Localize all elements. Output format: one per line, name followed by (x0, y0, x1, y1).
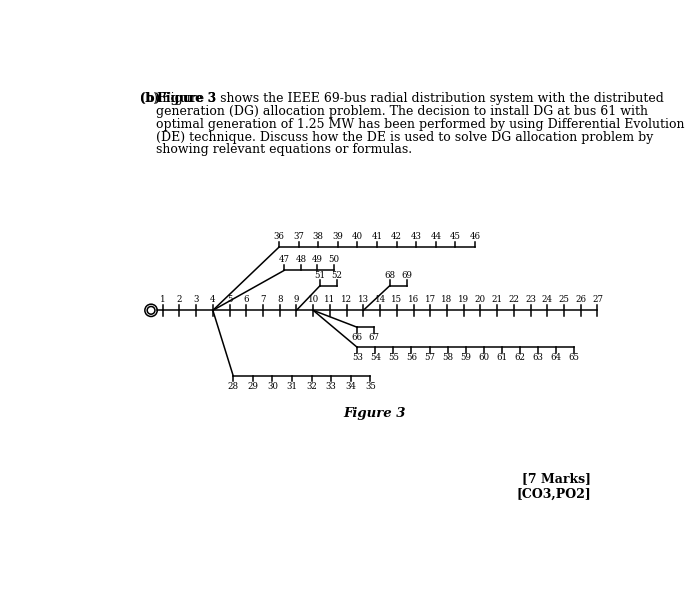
Text: 57: 57 (424, 353, 435, 362)
Text: 54: 54 (370, 353, 381, 362)
Text: 8: 8 (277, 295, 283, 304)
Text: 33: 33 (326, 382, 337, 391)
Text: 26: 26 (575, 295, 586, 304)
Text: 4: 4 (210, 295, 216, 304)
Text: 68: 68 (384, 270, 395, 279)
Text: 48: 48 (295, 255, 307, 264)
Text: 36: 36 (274, 232, 284, 241)
Text: 28: 28 (228, 382, 239, 391)
Text: (b): (b) (140, 93, 165, 106)
Text: 13: 13 (358, 295, 369, 304)
Text: 46: 46 (470, 232, 480, 241)
Text: 19: 19 (458, 295, 469, 304)
Text: 6: 6 (244, 295, 249, 304)
Text: 7: 7 (260, 295, 266, 304)
Text: 55: 55 (388, 353, 399, 362)
Text: 67: 67 (369, 334, 379, 343)
Text: 11: 11 (324, 295, 335, 304)
Text: 53: 53 (352, 353, 363, 362)
Text: 49: 49 (312, 255, 323, 264)
Text: 16: 16 (408, 295, 419, 304)
Text: 61: 61 (496, 353, 507, 362)
Text: 60: 60 (478, 353, 489, 362)
Text: 41: 41 (372, 232, 382, 241)
Text: 50: 50 (328, 255, 339, 264)
Text: 51: 51 (314, 270, 326, 279)
Text: 25: 25 (559, 295, 570, 304)
Text: 44: 44 (430, 232, 441, 241)
Text: 58: 58 (442, 353, 453, 362)
Text: 38: 38 (313, 232, 323, 241)
Text: 27: 27 (592, 295, 603, 304)
Text: 31: 31 (286, 382, 297, 391)
Text: [7 Marks]: [7 Marks] (522, 472, 592, 485)
Text: 64: 64 (551, 353, 561, 362)
Text: 14: 14 (374, 295, 386, 304)
Text: 43: 43 (411, 232, 421, 241)
Text: 69: 69 (401, 270, 412, 279)
Text: (DE) technique. Discuss how the DE is used to solve DG allocation problem by: (DE) technique. Discuss how the DE is us… (155, 131, 653, 143)
Text: 30: 30 (267, 382, 278, 391)
Text: 3: 3 (193, 295, 199, 304)
Text: [CO3,PO2]: [CO3,PO2] (517, 487, 592, 500)
Text: 62: 62 (514, 353, 526, 362)
Text: 59: 59 (460, 353, 471, 362)
Text: 56: 56 (406, 353, 417, 362)
Text: 65: 65 (568, 353, 580, 362)
Text: 9: 9 (294, 295, 299, 304)
Text: 52: 52 (332, 270, 342, 279)
Text: 24: 24 (542, 295, 553, 304)
Text: 2: 2 (176, 295, 182, 304)
Text: 34: 34 (345, 382, 356, 391)
Text: 39: 39 (332, 232, 343, 241)
Text: Figure 3: Figure 3 (158, 93, 216, 106)
Text: 29: 29 (247, 382, 258, 391)
Text: 1: 1 (160, 295, 165, 304)
Text: 42: 42 (391, 232, 402, 241)
Text: 47: 47 (279, 255, 290, 264)
Text: 18: 18 (441, 295, 453, 304)
Text: 10: 10 (307, 295, 318, 304)
Text: 35: 35 (365, 382, 376, 391)
Text: 5: 5 (227, 295, 232, 304)
Text: generation (DG) allocation problem. The decision to install DG at bus 61 with: generation (DG) allocation problem. The … (155, 105, 648, 118)
Text: (b) Figure 3 shows the IEEE 69-bus radial distribution system with the distribut: (b) Figure 3 shows the IEEE 69-bus radia… (140, 93, 664, 106)
Text: 40: 40 (352, 232, 363, 241)
Text: 66: 66 (351, 334, 363, 343)
Text: 63: 63 (533, 353, 543, 362)
Text: 21: 21 (491, 295, 503, 304)
Text: 23: 23 (525, 295, 536, 304)
Text: 17: 17 (425, 295, 436, 304)
Text: optimal generation of 1.25 MW has been performed by using Differential Evolution: optimal generation of 1.25 MW has been p… (155, 118, 684, 131)
Text: 20: 20 (475, 295, 486, 304)
Text: 45: 45 (450, 232, 461, 241)
Text: 32: 32 (306, 382, 317, 391)
Text: 12: 12 (341, 295, 352, 304)
Text: Figure 3: Figure 3 (343, 407, 405, 420)
Text: 15: 15 (391, 295, 402, 304)
Text: 22: 22 (508, 295, 519, 304)
Text: 37: 37 (293, 232, 304, 241)
Text: showing relevant equations or formulas.: showing relevant equations or formulas. (155, 143, 412, 156)
